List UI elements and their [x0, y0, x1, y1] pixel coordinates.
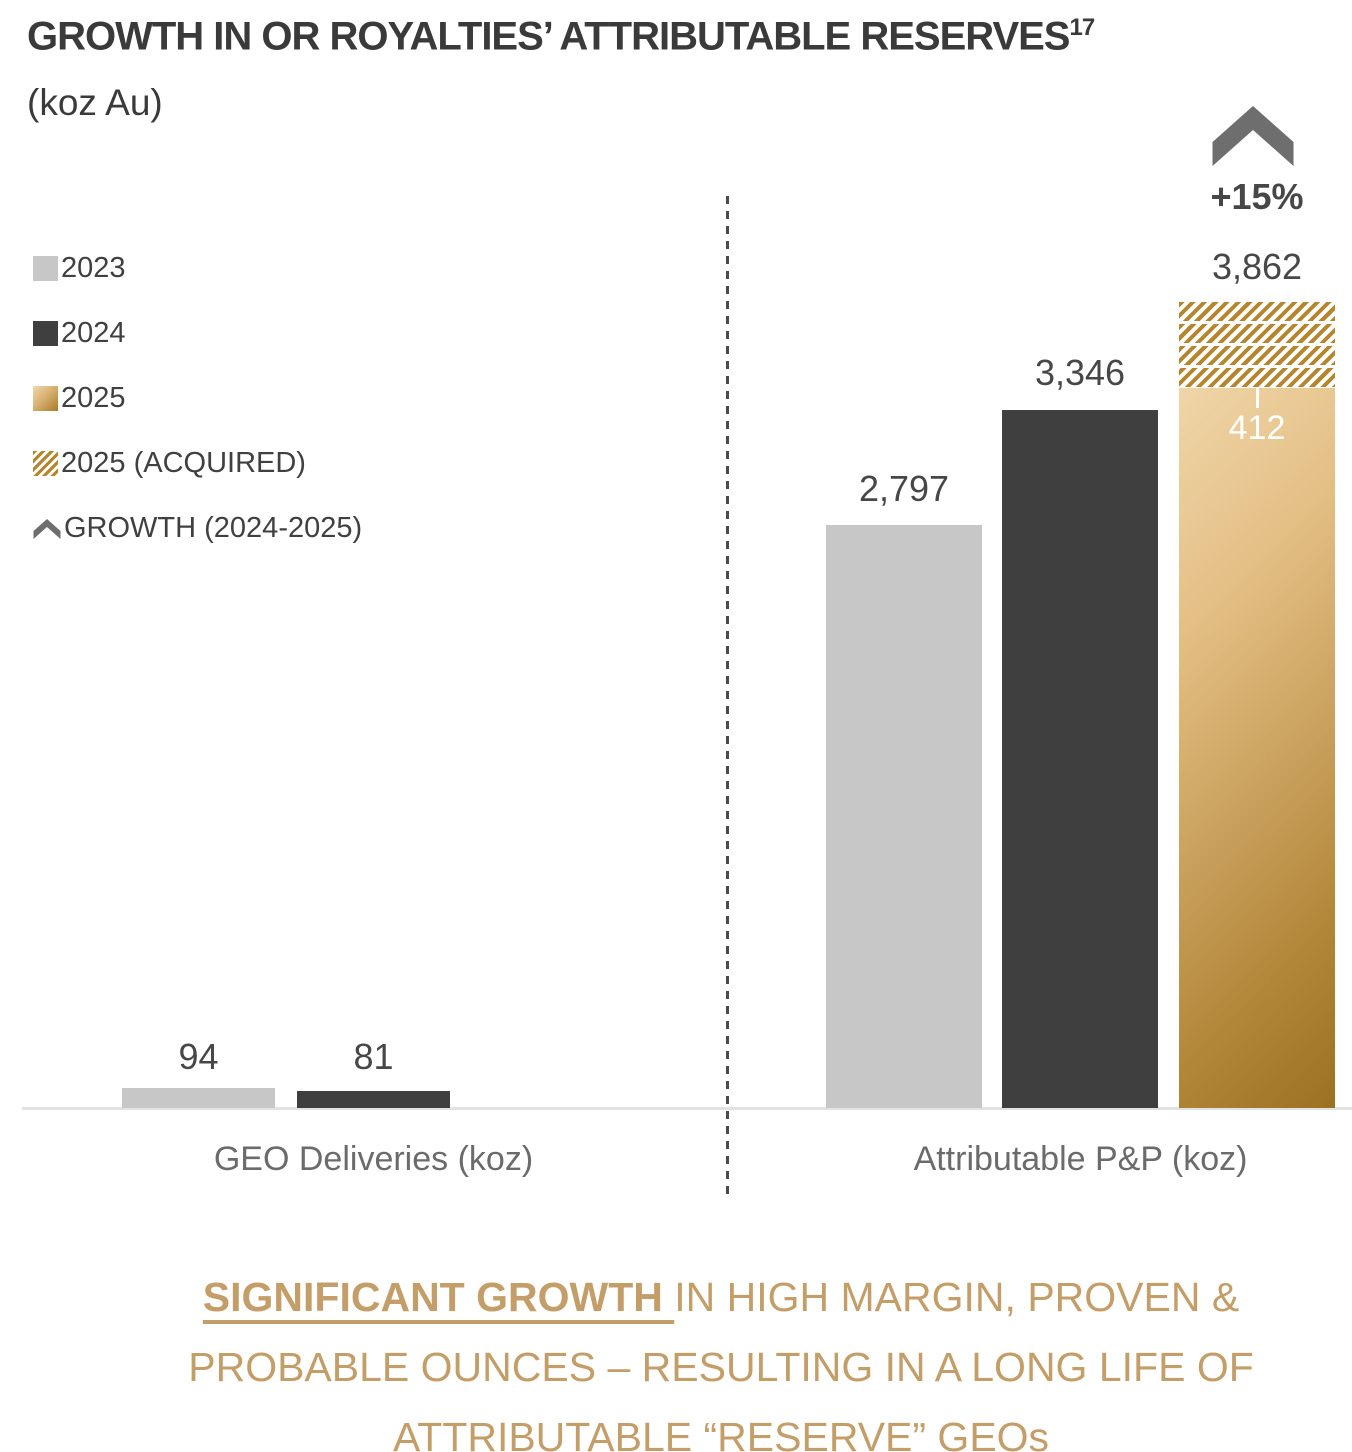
value-label-geo-2024: 81: [353, 1036, 394, 1077]
footnote-superscript: 17: [1069, 14, 1095, 41]
bar-attributable-pp-2024: [1002, 410, 1158, 1108]
legend-2023-swatch-icon: [33, 256, 58, 281]
chart-legend: 2023 2024 2025 2025 (ACQUIRED) GROWTH (2…: [33, 252, 362, 545]
growth-percent-label: +15%: [1210, 176, 1304, 217]
acquired-value-label: 412: [1228, 409, 1286, 447]
legend-item-label: 2025: [61, 382, 126, 414]
legend-2024-swatch-icon: [33, 321, 58, 346]
category-label-attributable-pp: Attributable P&P (koz): [913, 1140, 1248, 1178]
value-label-geo-2023: 94: [178, 1036, 219, 1077]
takeaway-line1: IN HIGH MARGIN, PROVEN &: [674, 1274, 1240, 1320]
legend-item-label: 2025 (ACQUIRED): [61, 447, 306, 479]
legend-item-2025-acquired: 2025 (ACQUIRED): [33, 447, 362, 480]
page-title-text: GROWTH IN OR ROYALTIES’ ATTRIBUTABLE RES…: [27, 14, 1070, 59]
takeaway-highlight: SIGNIFICANT GROWTH: [202, 1274, 675, 1320]
takeaway-line3: ATTRIBUTABLE “RESERVE” GEOs: [392, 1414, 1050, 1452]
legend-item-growth: GROWTH (2024-2025): [33, 512, 362, 545]
legend-item-label: 2024: [61, 317, 126, 349]
legend-item-label: 2023: [61, 252, 126, 284]
legend-2025-acquired-hatch-icon: [33, 451, 58, 476]
page-title: GROWTH IN OR ROYALTIES’ ATTRIBUTABLE RES…: [27, 14, 1095, 59]
legend-item-label: GROWTH (2024-2025): [64, 512, 363, 544]
value-label-pp-2025: 3,862: [1211, 246, 1303, 287]
legend-2025-swatch-icon: [33, 386, 58, 411]
legend-item-2025: 2025: [33, 382, 362, 415]
bar-attributable-pp-2025: 412: [1179, 302, 1335, 1108]
value-label-pp-2024: 3,346: [1034, 352, 1126, 393]
bar-geo-deliveries-2023: [122, 1088, 275, 1108]
group-divider-dashed-line: [726, 196, 729, 1200]
value-label-pp-2023: 2,797: [858, 468, 950, 509]
bar-geo-deliveries-2024: [297, 1091, 450, 1108]
x-axis-line: [22, 1107, 1352, 1110]
legend-item-2023: 2023: [33, 252, 362, 285]
bar-attributable-pp-2023: [826, 525, 982, 1108]
category-label-geo-deliveries: GEO Deliveries (koz): [213, 1140, 534, 1178]
takeaway-text: SIGNIFICANT GROWTH IN HIGH MARGIN, PROVE…: [90, 1262, 1352, 1452]
chart-unit-label: (koz Au): [27, 82, 163, 123]
bar-segment-2025-acquired-hatch: [1179, 302, 1335, 388]
acquired-leader-tick: [1256, 387, 1259, 408]
chevron-up-icon: [33, 518, 61, 539]
legend-item-2024: 2024: [33, 317, 362, 350]
growth-chevron-up-icon: [1212, 106, 1294, 166]
takeaway-line2: PROBABLE OUNCES – RESULTING IN A LONG LI…: [188, 1344, 1254, 1390]
